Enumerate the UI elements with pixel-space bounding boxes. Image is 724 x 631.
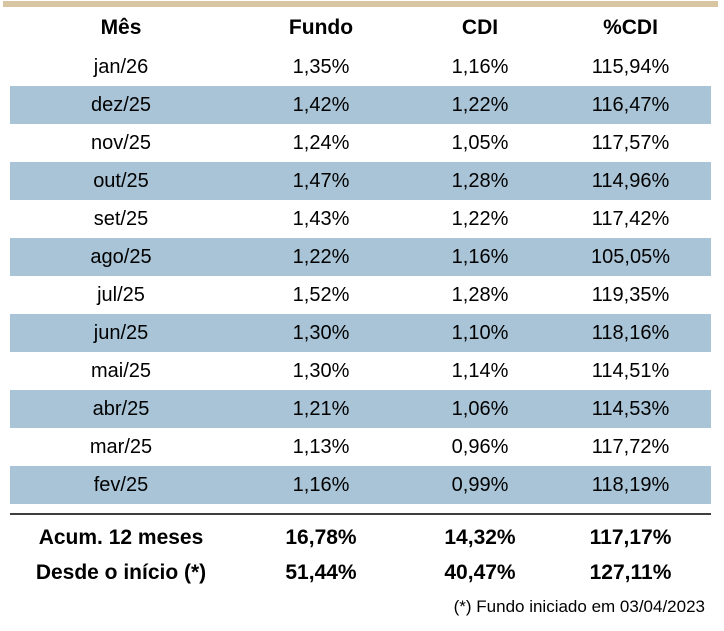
total-cdi-cell: 40,47% — [444, 560, 516, 584]
total-label: Acum. 12 meses — [38, 525, 204, 549]
cdi-cell: 1,10% — [451, 321, 509, 344]
total-fundo-cell: 16,78% — [285, 525, 357, 549]
table-row: set/25 1,43% 1,22% 117,42% — [10, 200, 711, 238]
table-row: jul/25 1,52% 1,28% 119,35% — [10, 276, 711, 314]
cdi-cell: 0,96% — [451, 435, 509, 458]
month-cell: set/25 — [93, 207, 149, 230]
pcdi-cell: 114,53% — [591, 397, 670, 420]
table-row: out/25 1,47% 1,28% 114,96% — [10, 162, 711, 200]
fundo-cell: 1,13% — [292, 435, 350, 458]
cdi-cell: 1,16% — [451, 245, 509, 268]
table-row: dez/25 1,42% 1,22% 116,47% — [10, 86, 711, 124]
total-fundo-cell: 51,44% — [285, 560, 357, 584]
pcdi-cell: 114,51% — [591, 359, 670, 382]
fundo-cell: 1,30% — [292, 359, 350, 382]
column-header-mes: Mês — [100, 15, 142, 39]
pcdi-cell: 119,35% — [591, 283, 670, 306]
table-row-acum-12-meses: Acum. 12 meses 16,78% 14,32% 117,17% — [10, 520, 711, 555]
table-body: jan/26 1,35% 1,16% 115,94% dez/25 1,42% … — [10, 48, 711, 504]
month-cell: jun/25 — [93, 321, 149, 344]
fundo-cell: 1,22% — [292, 245, 350, 268]
cdi-cell: 1,22% — [451, 93, 509, 116]
pcdi-cell: 118,16% — [591, 321, 670, 344]
table-row: jan/26 1,35% 1,16% 115,94% — [10, 48, 711, 86]
table-row: mar/25 1,13% 0,96% 117,72% — [10, 428, 711, 466]
cdi-cell: 1,05% — [451, 131, 509, 154]
month-cell: abr/25 — [92, 397, 150, 420]
fundo-cell: 1,24% — [292, 131, 350, 154]
month-cell: dez/25 — [90, 93, 152, 116]
column-header-pcdi: %CDI — [603, 15, 658, 39]
total-pcdi-cell: 117,17% — [589, 525, 672, 549]
cdi-cell: 1,22% — [451, 207, 509, 230]
table-row: jun/25 1,30% 1,10% 118,16% — [10, 314, 711, 352]
cdi-cell: 1,14% — [451, 359, 509, 382]
month-cell: jul/25 — [97, 283, 145, 306]
cdi-cell: 1,16% — [451, 55, 509, 78]
cdi-cell: 1,06% — [451, 397, 509, 420]
fundo-cell: 1,30% — [292, 321, 350, 344]
footnote: (*) Fundo iniciado em 03/04/2023 — [453, 597, 705, 616]
total-pcdi-cell: 127,11% — [589, 560, 672, 584]
month-cell: nov/25 — [90, 131, 152, 154]
fundo-cell: 1,47% — [292, 169, 350, 192]
total-label: Desde o início (*) — [35, 560, 207, 584]
total-cdi-cell: 14,32% — [444, 525, 516, 549]
pcdi-cell: 105,05% — [591, 245, 670, 268]
column-header-cdi: CDI — [461, 15, 499, 39]
fundo-cell: 1,43% — [292, 207, 350, 230]
cdi-cell: 0,99% — [451, 473, 509, 496]
totals-section: Acum. 12 meses 16,78% 14,32% 117,17% Des… — [10, 513, 711, 590]
pcdi-cell: 118,19% — [591, 473, 670, 496]
fundo-cell: 1,21% — [292, 397, 350, 420]
column-header-fundo: Fundo — [288, 15, 354, 39]
pcdi-cell: 116,47% — [591, 93, 670, 116]
month-cell: jan/26 — [93, 55, 149, 78]
top-border-rule — [3, 1, 718, 7]
cdi-cell: 1,28% — [451, 169, 509, 192]
fundo-cell: 1,52% — [292, 283, 350, 306]
month-cell: mar/25 — [89, 435, 153, 458]
pcdi-cell: 117,72% — [591, 435, 670, 458]
pcdi-cell: 115,94% — [591, 55, 670, 78]
month-cell: out/25 — [93, 169, 149, 192]
table-row: fev/25 1,16% 0,99% 118,19% — [10, 466, 711, 504]
month-cell: ago/25 — [90, 245, 152, 268]
pcdi-cell: 114,96% — [591, 169, 670, 192]
table-header-row: Mês Fundo CDI %CDI — [10, 7, 711, 48]
table-row-desde-o-inicio: Desde o início (*) 51,44% 40,47% 127,11% — [10, 555, 711, 590]
fundo-cell: 1,42% — [292, 93, 350, 116]
table-row: abr/25 1,21% 1,06% 114,53% — [10, 390, 711, 428]
table-row: nov/25 1,24% 1,05% 117,57% — [10, 124, 711, 162]
pcdi-cell: 117,42% — [591, 207, 670, 230]
month-cell: fev/25 — [93, 473, 149, 496]
pcdi-cell: 117,57% — [591, 131, 670, 154]
fund-performance-table: Mês Fundo CDI %CDI jan/26 1,35% 1,16% 11… — [10, 7, 711, 590]
table-row: ago/25 1,22% 1,16% 105,05% — [10, 238, 711, 276]
cdi-cell: 1,28% — [451, 283, 509, 306]
month-cell: mai/25 — [90, 359, 152, 382]
fundo-cell: 1,16% — [292, 473, 350, 496]
table-row: mai/25 1,30% 1,14% 114,51% — [10, 352, 711, 390]
fundo-cell: 1,35% — [292, 55, 350, 78]
